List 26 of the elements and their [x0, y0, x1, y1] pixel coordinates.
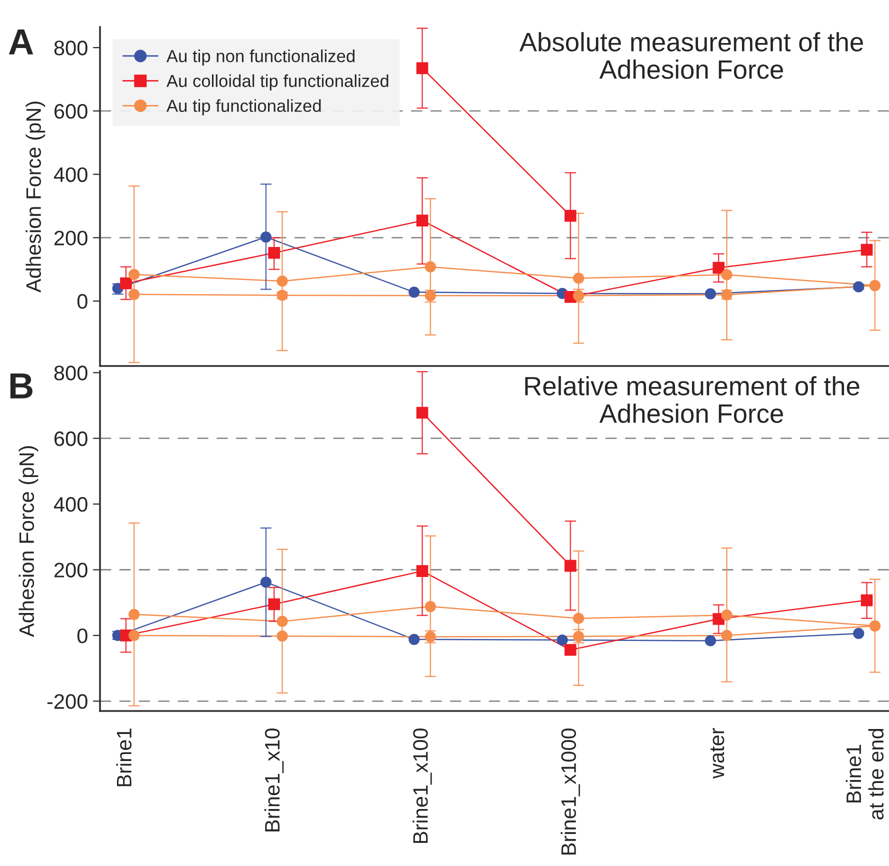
legend-label: Au colloidal tip functionalized — [166, 74, 388, 91]
x-tick-label: Brine1 at the end — [846, 729, 884, 820]
y-tick-label: 200 — [54, 230, 88, 246]
y-axis-title: Adhesion Force (pN) — [18, 446, 38, 638]
y-tick-label: 800 — [54, 40, 88, 56]
text: Relative measurement of the Adhesion Force — [525, 376, 860, 423]
text: Absolute measurement of the Adhesion Force — [519, 32, 863, 79]
legend-label: Au tip functionalized — [166, 99, 321, 116]
text: B — [10, 373, 32, 398]
y-tick-label: 800 — [54, 366, 88, 380]
x-tick-label: Brine1_x100 — [412, 728, 432, 843]
y-tick-label: 0 — [77, 628, 88, 644]
y-tick-label: -200 — [47, 694, 88, 709]
legend-label: Au tip non functionalized — [166, 49, 354, 66]
x-tick-label: Brine1_x10 — [264, 728, 284, 832]
y-tick-label: 400 — [54, 167, 88, 182]
y-tick-label: 0 — [77, 294, 88, 309]
y-tick-label: 200 — [54, 562, 88, 578]
y-tick-label: 600 — [54, 104, 88, 119]
text: A — [8, 29, 34, 54]
y-axis-title: Adhesion Force (pN) — [26, 102, 46, 293]
x-tick-label: water — [710, 728, 724, 779]
y-tick-label: 600 — [54, 431, 88, 446]
y-tick-label: 400 — [54, 497, 88, 512]
x-tick-label: Brine1 — [116, 728, 132, 786]
x-tick-label: Brine1_x1000 — [560, 728, 580, 855]
